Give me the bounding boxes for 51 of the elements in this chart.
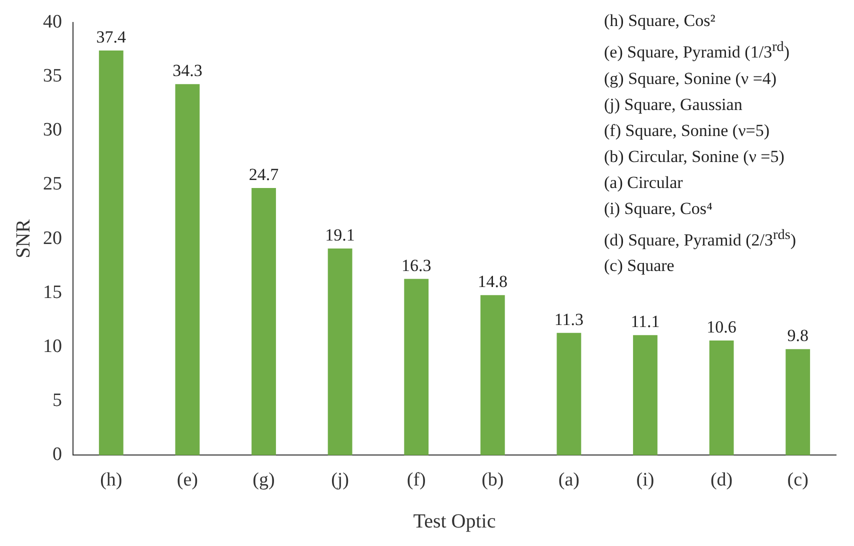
bar: [709, 340, 734, 456]
data-label: 14.8: [478, 272, 508, 292]
data-label: 19.1: [325, 226, 355, 245]
bar: [556, 332, 582, 456]
data-label: 9.8: [787, 326, 808, 346]
y-tick-label: 10: [43, 336, 62, 357]
annotation: (j) Square, Gaussian: [604, 94, 744, 116]
bar: [480, 295, 505, 456]
data-label: 37.4: [96, 28, 127, 46]
x-axis-title: Test Optic: [413, 510, 496, 532]
annotation: (d) Square, Pyramid (2/3$^{rds}$): [604, 226, 796, 252]
annotation: (f) Square, Sonine (ν=5): [604, 120, 771, 142]
annotation: (e) Square, Pyramid (1/3$^{rd}$): [604, 38, 791, 64]
data-label: 10.6: [706, 317, 736, 336]
data-label: 24.7: [248, 164, 280, 184]
x-tick-label: (c): [787, 470, 808, 491]
bar: [252, 188, 276, 456]
annotation: (i) Square, Cos⁴: [604, 198, 714, 220]
x-tick-label: (b): [482, 470, 504, 491]
x-tick-label: (g): [252, 470, 275, 491]
y-tick-label: 5: [52, 390, 62, 412]
annotation: (h) Square, Cos²: [604, 10, 716, 32]
annotation: (g) Square, Sonine (ν =4): [604, 68, 778, 90]
bar: [633, 335, 658, 456]
annotation: (a) Circular: [604, 172, 684, 194]
y-tick-label: 35: [43, 65, 62, 86]
y-tick-label: 25: [43, 174, 62, 195]
x-tick-label: (a): [558, 470, 580, 491]
bar: [404, 278, 429, 456]
bar: [175, 84, 200, 456]
y-tick-label: 40: [43, 11, 62, 32]
x-tick-label: (e): [176, 470, 198, 491]
y-tick-label: 20: [43, 228, 62, 249]
x-tick-label: (i): [636, 470, 654, 491]
y-tick-label: 0: [52, 444, 62, 466]
y-axis-title: SNR: [12, 218, 34, 258]
x-tick-label: (d): [710, 470, 733, 491]
x-tick-label: (j): [331, 470, 350, 491]
data-label: 16.3: [401, 256, 432, 275]
annotation: (b) Circular, Sonine (ν =5): [604, 146, 786, 168]
annotation: (c) Square: [604, 255, 676, 278]
y-tick-label: 15: [43, 282, 62, 303]
bar: [786, 349, 810, 456]
x-tick-label: (h): [100, 470, 122, 491]
data-label: 34.3: [172, 61, 202, 80]
data-label: 11.1: [630, 312, 660, 332]
x-tick-label: (f): [406, 470, 426, 491]
y-tick-label: 30: [43, 120, 62, 141]
data-label: 11.3: [554, 310, 584, 329]
bar: [98, 50, 124, 456]
bar: [328, 248, 352, 456]
